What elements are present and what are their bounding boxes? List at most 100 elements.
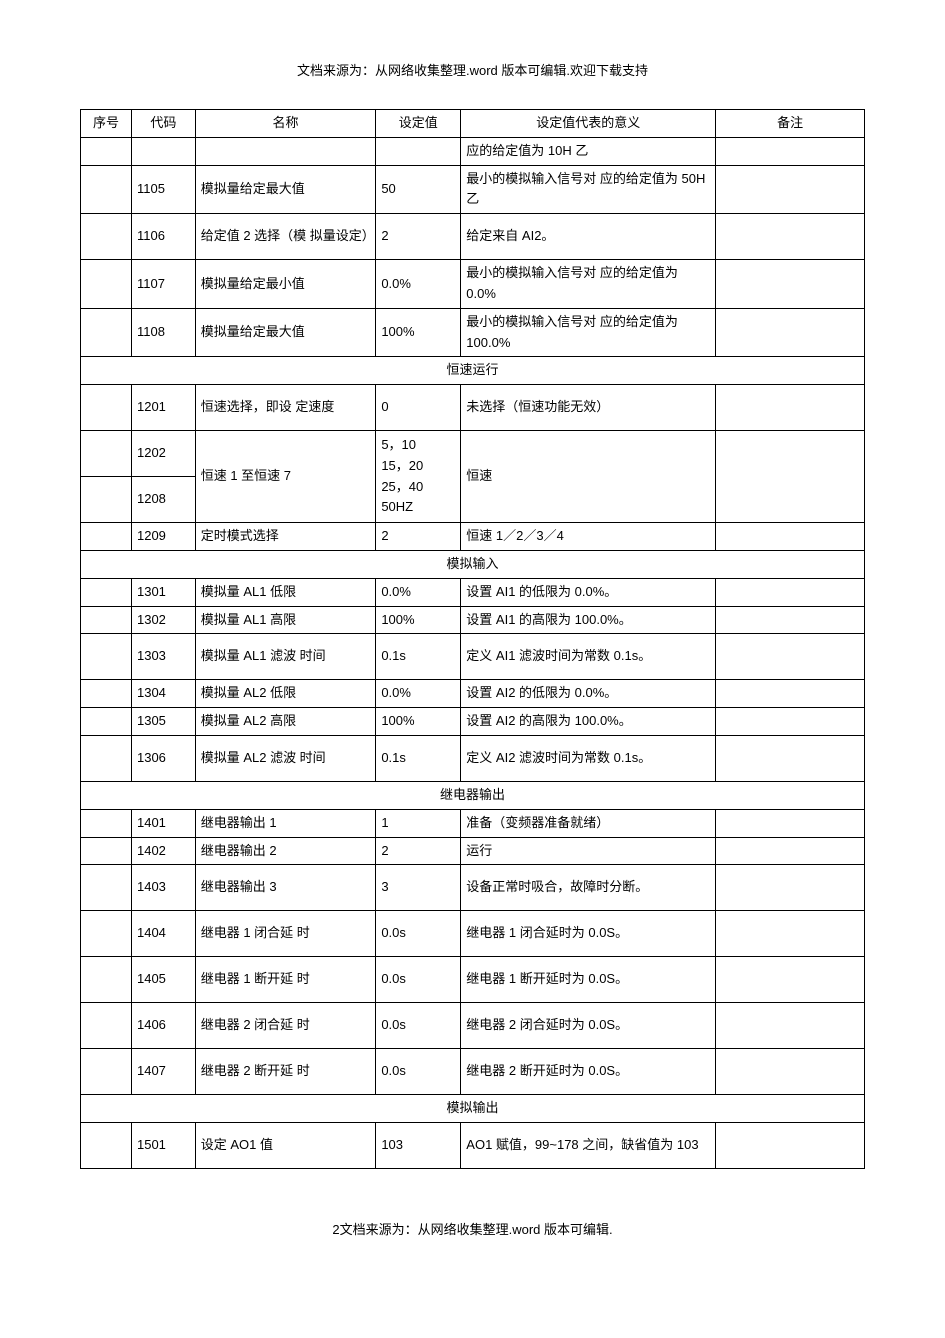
cell-mean: 继电器 1 断开延时为 0.0S。: [461, 957, 716, 1003]
cell-code: 1404: [131, 911, 195, 957]
cell-code: 1403: [131, 865, 195, 911]
cell-val: 0.0s: [376, 957, 461, 1003]
cell-code: 1302: [131, 606, 195, 634]
cell-code: 1304: [131, 680, 195, 708]
cell-val: 0.0s: [376, 1003, 461, 1049]
cell-code: 1305: [131, 708, 195, 736]
section-row: 恒速运行: [81, 357, 865, 385]
cell-name: 设定 AO1 值: [195, 1123, 376, 1169]
cell-val: 0.0%: [376, 680, 461, 708]
cell-name: 模拟量给定最大值: [195, 165, 376, 214]
cell-code: 1301: [131, 578, 195, 606]
cell-code: 1405: [131, 957, 195, 1003]
table-row: 应的给定值为 10H 乙: [81, 137, 865, 165]
cell-val: 103: [376, 1123, 461, 1169]
cell-name: 模拟量 AL2 滤波 时间: [195, 735, 376, 781]
cell-code: 1402: [131, 837, 195, 865]
cell-name: 继电器 1 闭合延 时: [195, 911, 376, 957]
table-row: 1303模拟量 AL1 滤波 时间0.1s定义 AI1 滤波时间为常数 0.1s…: [81, 634, 865, 680]
cell-val: 5，10 15，20 25，40 50HZ: [376, 431, 461, 523]
cell-code: 1303: [131, 634, 195, 680]
section-row: 模拟输入: [81, 550, 865, 578]
table-row: 1406继电器 2 闭合延 时0.0s继电器 2 闭合延时为 0.0S。: [81, 1003, 865, 1049]
table-row: 1209定时模式选择2恒速 1／2／3／4: [81, 523, 865, 551]
cell-code: 1107: [131, 260, 195, 309]
cell-mean: 设备正常时吸合，故障时分断。: [461, 865, 716, 911]
cell-code: 1407: [131, 1049, 195, 1095]
table-row: 1407继电器 2 断开延 时0.0s继电器 2 断开延时为 0.0S。: [81, 1049, 865, 1095]
cell-mean: 设置 AI1 的低限为 0.0%。: [461, 578, 716, 606]
cell-mean: 设置 AI2 的低限为 0.0%。: [461, 680, 716, 708]
footer-note: 2文档来源为：从网络收集整理.word 版本可编辑.: [80, 1219, 865, 1238]
cell-mean: AO1 赋值，99~178 之间，缺省值为 103: [461, 1123, 716, 1169]
cell-mean: 设置 AI2 的高限为 100.0%。: [461, 708, 716, 736]
cell-name: 给定值 2 选择（模 拟量设定）: [195, 214, 376, 260]
table-row: 1304模拟量 AL2 低限0.0%设置 AI2 的低限为 0.0%。: [81, 680, 865, 708]
table-row: 1301模拟量 AL1 低限0.0%设置 AI1 的低限为 0.0%。: [81, 578, 865, 606]
table-row: 1108模拟量给定最大值100%最小的模拟输入信号对 应的给定值为 100.0%: [81, 308, 865, 357]
cell-mean: 给定来自 AI2。: [461, 214, 716, 260]
table-row: 1405继电器 1 断开延 时0.0s继电器 1 断开延时为 0.0S。: [81, 957, 865, 1003]
col-seq: 序号: [81, 110, 132, 138]
cell-code: 1306: [131, 735, 195, 781]
cell-name: 模拟量给定最大值: [195, 308, 376, 357]
col-val: 设定值: [376, 110, 461, 138]
table-row: 1306模拟量 AL2 滤波 时间0.1s定义 AI2 滤波时间为常数 0.1s…: [81, 735, 865, 781]
cell-val: 100%: [376, 606, 461, 634]
cell-code: 1501: [131, 1123, 195, 1169]
table-row: 1201恒速选择，即设 定速度0未选择（恒速功能无效）: [81, 385, 865, 431]
cell-code: 1106: [131, 214, 195, 260]
cell-code: 1209: [131, 523, 195, 551]
section-row: 模拟输出: [81, 1095, 865, 1123]
table-row: 1401继电器输出 11准备（变频器准备就绪）: [81, 809, 865, 837]
section-row: 继电器输出: [81, 781, 865, 809]
top-note: 文档来源为：从网络收集整理.word 版本可编辑.欢迎下载支持: [80, 60, 865, 79]
cell-mean: 准备（变频器准备就绪）: [461, 809, 716, 837]
table-row: 1402继电器输出 22运行: [81, 837, 865, 865]
section-title: 模拟输入: [81, 550, 865, 578]
table-row: 1403继电器输出 33设备正常时吸合，故障时分断。: [81, 865, 865, 911]
cell-mean: 定义 AI2 滤波时间为常数 0.1s。: [461, 735, 716, 781]
cell-code: 1202: [131, 431, 195, 477]
cell-mean: 未选择（恒速功能无效）: [461, 385, 716, 431]
col-note: 备注: [716, 110, 865, 138]
cell-name: 继电器输出 2: [195, 837, 376, 865]
table-row: 1501设定 AO1 值103AO1 赋值，99~178 之间，缺省值为 103: [81, 1123, 865, 1169]
cell-name: 定时模式选择: [195, 523, 376, 551]
cell-val: 0.0s: [376, 1049, 461, 1095]
document-page: 文档来源为：从网络收集整理.word 版本可编辑.欢迎下载支持 序号 代码 名称…: [0, 0, 945, 1278]
cell-mean: 继电器 2 闭合延时为 0.0S。: [461, 1003, 716, 1049]
cell-val: 0.1s: [376, 634, 461, 680]
cell-mean: 继电器 1 闭合延时为 0.0S。: [461, 911, 716, 957]
cell-mean: 设置 AI1 的高限为 100.0%。: [461, 606, 716, 634]
cell-name: 继电器 1 断开延 时: [195, 957, 376, 1003]
cell-name: 模拟量 AL1 高限: [195, 606, 376, 634]
table-header-row: 序号 代码 名称 设定值 设定值代表的意义 备注: [81, 110, 865, 138]
cell-name: 模拟量 AL2 低限: [195, 680, 376, 708]
cell-mean: 最小的模拟输入信号对 应的给定值为 100.0%: [461, 308, 716, 357]
cell-mean: 最小的模拟输入信号对 应的给定值为 0.0%: [461, 260, 716, 309]
col-code: 代码: [131, 110, 195, 138]
cell-val: 0.0s: [376, 911, 461, 957]
cell-mean: 继电器 2 断开延时为 0.0S。: [461, 1049, 716, 1095]
cell-val: 100%: [376, 308, 461, 357]
cell-name: 模拟量给定最小值: [195, 260, 376, 309]
cell-mean: 恒速 1／2／3／4: [461, 523, 716, 551]
cell-code: 1201: [131, 385, 195, 431]
cell-val: 0.1s: [376, 735, 461, 781]
col-mean: 设定值代表的意义: [461, 110, 716, 138]
table-row: 1107模拟量给定最小值0.0%最小的模拟输入信号对 应的给定值为 0.0%: [81, 260, 865, 309]
cell-mean: 定义 AI1 滤波时间为常数 0.1s。: [461, 634, 716, 680]
cell-mean: 最小的模拟输入信号对 应的给定值为 50H 乙: [461, 165, 716, 214]
section-title: 继电器输出: [81, 781, 865, 809]
cell-val: 2: [376, 214, 461, 260]
cell-mean: 应的给定值为 10H 乙: [461, 137, 716, 165]
cell-name: 继电器输出 3: [195, 865, 376, 911]
cell-val: 50: [376, 165, 461, 214]
col-name: 名称: [195, 110, 376, 138]
cell-val: 2: [376, 837, 461, 865]
cell-code: 1105: [131, 165, 195, 214]
cell-val: 0: [376, 385, 461, 431]
cell-val: 0.0%: [376, 578, 461, 606]
cell-name: 恒速选择，即设 定速度: [195, 385, 376, 431]
